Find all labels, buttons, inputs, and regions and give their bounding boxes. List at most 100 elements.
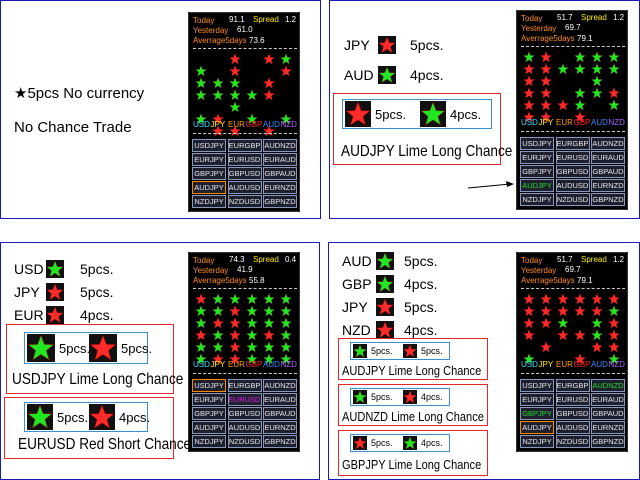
count: 4pcs. [404, 276, 438, 292]
count: 5pcs. [80, 284, 114, 300]
pair-button[interactable]: EURNZD [263, 181, 297, 194]
star [591, 63, 603, 75]
pair-button[interactable]: NZDJPY [192, 435, 226, 448]
star [195, 329, 207, 341]
pair-button[interactable]: GBPAUD [591, 407, 625, 420]
pair-button[interactable]: EURJPY [520, 393, 554, 406]
pair-button[interactable]: AUDNZD [263, 379, 297, 392]
pair-button[interactable]: NZDUSD [555, 435, 590, 448]
pair-button[interactable]: EURUSD [555, 151, 590, 164]
pair-button[interactable]: EURGBP [227, 379, 262, 392]
star [229, 341, 241, 353]
pair-button[interactable]: AUDJPY [192, 181, 226, 194]
chance-box [4, 397, 174, 459]
pair-button[interactable]: GBPNZD [591, 193, 625, 206]
chip-count: 5pcs. [59, 340, 91, 356]
pair-button[interactable]: NZDJPY [520, 435, 554, 448]
pair-button[interactable]: EURUSD [555, 393, 590, 406]
pair-button[interactable]: AUDNZD [591, 137, 625, 150]
pair-button[interactable]: EURAUD [263, 393, 297, 406]
pair-button[interactable]: NZDJPY [192, 195, 226, 208]
value: 1.2 [613, 255, 625, 264]
pair-button[interactable]: AUDUSD [555, 421, 590, 434]
star [229, 53, 241, 65]
star [46, 306, 64, 324]
pair-button[interactable]: AUDJPY [192, 421, 226, 434]
chance-box [338, 384, 488, 426]
chance-caption: EURUSD Red Short Chance [18, 436, 192, 453]
pair-button[interactable]: EURAUD [591, 151, 625, 164]
pair-button[interactable]: AUDJPY [520, 179, 554, 192]
pair-button[interactable]: EURAUD [591, 393, 625, 406]
pair-button[interactable]: EURUSD [227, 393, 262, 406]
star [263, 317, 275, 329]
pair-button[interactable]: EURNZD [263, 421, 297, 434]
pair-button[interactable]: NZDJPY [520, 193, 554, 206]
pair-button[interactable]: USDJPY [520, 137, 554, 150]
pair-button[interactable]: EURGBP [555, 137, 590, 150]
chip-count: 5pcs. [121, 340, 153, 356]
star [263, 353, 275, 365]
star [376, 321, 394, 339]
pair-button[interactable]: GBPUSD [555, 165, 590, 178]
pair-button[interactable]: EURJPY [520, 151, 554, 164]
currency-label: NZD [608, 360, 625, 369]
pair-button[interactable]: USDJPY [192, 139, 226, 152]
chip-count: 5pcs. [57, 409, 89, 425]
pair-button[interactable]: AUDUSD [227, 421, 262, 434]
value: 73.6 [249, 36, 265, 45]
label: Spread [581, 13, 607, 22]
pair-button[interactable]: EURAUD [263, 153, 297, 166]
star [195, 305, 207, 317]
pair-button[interactable]: USDJPY [520, 379, 554, 392]
label: Spread [581, 255, 607, 264]
pair-button[interactable]: GBPJPY [520, 165, 554, 178]
currency-label: AUD [591, 360, 608, 369]
pair-button[interactable]: EURNZD [591, 179, 625, 192]
value: 61.0 [237, 25, 253, 34]
pair-button[interactable]: AUDNZD [591, 379, 625, 392]
pair-button[interactable]: GBPNZD [263, 195, 297, 208]
panel-frame [0, 0, 321, 219]
pair-button[interactable]: EURGBP [227, 139, 262, 152]
pair-button[interactable]: AUDUSD [227, 181, 262, 194]
value: 1.2 [613, 13, 625, 22]
star [608, 87, 620, 99]
star [608, 51, 620, 63]
chance-box [6, 324, 174, 394]
chip-count: 4pcs. [421, 391, 443, 402]
pair-button[interactable]: GBPUSD [227, 167, 262, 180]
star [263, 305, 275, 317]
pair-button[interactable]: GBPNZD [591, 435, 625, 448]
pair-button[interactable]: GBPAUD [263, 167, 297, 180]
count: 4pcs. [80, 307, 114, 323]
star [608, 353, 620, 365]
pair-button[interactable]: GBPNZD [263, 435, 297, 448]
pair-button[interactable]: GBPUSD [227, 407, 262, 420]
pair-button[interactable]: EURGBP [555, 379, 590, 392]
pair-button[interactable]: EURJPY [192, 153, 226, 166]
pair-button[interactable]: GBPAUD [263, 407, 297, 420]
pair-button[interactable]: NZDUSD [227, 195, 262, 208]
pair-button[interactable]: USDJPY [192, 379, 226, 392]
pair-button[interactable]: GBPJPY [192, 407, 226, 420]
currency-label: GBP [245, 360, 263, 369]
star [403, 390, 417, 404]
pair-button[interactable]: GBPJPY [192, 167, 226, 180]
pair-button[interactable]: NZDUSD [227, 435, 262, 448]
pair-button[interactable]: EURUSD [227, 153, 262, 166]
star [608, 317, 620, 329]
pair-button[interactable]: GBPJPY [520, 407, 554, 420]
pair-button[interactable]: AUDNZD [263, 139, 297, 152]
pair-button[interactable]: GBPAUD [591, 165, 625, 178]
pair-button[interactable]: AUDUSD [555, 179, 590, 192]
pair-button[interactable]: NZDUSD [555, 193, 590, 206]
star [89, 404, 115, 430]
pair-button[interactable]: EURNZD [591, 421, 625, 434]
star [574, 87, 586, 99]
star [212, 89, 224, 101]
pair-button[interactable]: EURJPY [192, 393, 226, 406]
pair-button[interactable]: GBPUSD [555, 407, 590, 420]
pair-button[interactable]: AUDJPY [520, 421, 554, 434]
